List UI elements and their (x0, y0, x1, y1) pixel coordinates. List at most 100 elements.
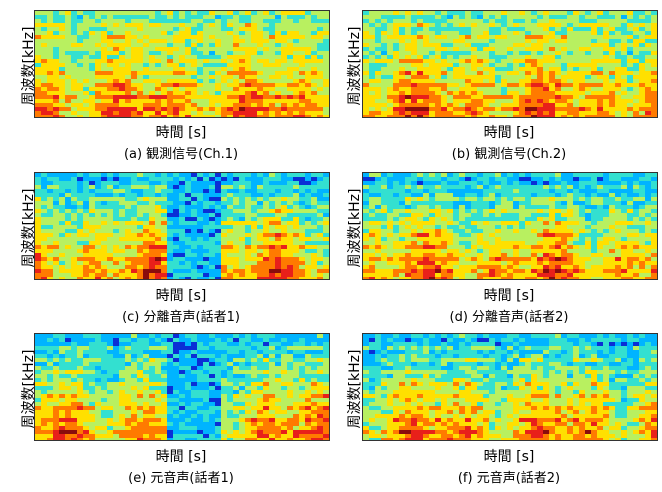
spectrogram-cell (239, 185, 245, 189)
spectrogram-cell (483, 43, 489, 47)
spectrogram-cell (549, 181, 555, 185)
spectrogram-cell (245, 245, 251, 249)
spectrogram-cell (167, 107, 173, 111)
spectrogram-cell (447, 91, 453, 95)
spectrogram-cell (639, 95, 645, 99)
spectrogram-cell (299, 11, 305, 15)
spectrogram-cell (287, 99, 293, 103)
spectrogram-cell (471, 241, 477, 245)
spectrogram-cell (645, 59, 651, 63)
spectrogram-cell (531, 209, 537, 213)
spectrogram-cell (621, 241, 627, 245)
spectrogram-cell (483, 79, 489, 83)
spectrogram-cell (167, 15, 173, 19)
spectrogram-cell (251, 111, 257, 115)
spectrogram-cell (287, 111, 293, 115)
spectrogram-cell (125, 35, 131, 39)
spectrogram-cell (185, 87, 191, 91)
spectrogram-cell (405, 55, 411, 59)
spectrogram-cell (263, 193, 269, 197)
spectrogram-cell (477, 23, 483, 27)
spectrogram-cell (531, 31, 537, 35)
spectrogram-cell (101, 63, 107, 67)
spectrogram-cell (71, 75, 77, 79)
spectrogram-cell (393, 107, 399, 111)
spectrogram-cell (155, 273, 161, 277)
spectrogram-cell (185, 277, 191, 279)
spectrogram-cell (245, 43, 251, 47)
spectrogram-cell (155, 83, 161, 87)
spectrogram-cell (363, 11, 369, 15)
spectrogram-cell (513, 205, 519, 209)
spectrogram-cell (221, 245, 227, 249)
spectrogram-cell (65, 71, 71, 75)
spectrogram-cell (287, 23, 293, 27)
spectrogram-cell (591, 31, 597, 35)
spectrogram-cell (323, 217, 329, 221)
spectrogram-cell (323, 115, 329, 117)
spectrogram-cell (209, 55, 215, 59)
spectrogram-cell (447, 237, 453, 241)
spectrogram-cell (417, 79, 423, 83)
spectrogram-cell (35, 15, 41, 19)
spectrogram-cell (287, 95, 293, 99)
spectrogram-cell (441, 19, 447, 23)
spectrogram-cell (441, 249, 447, 253)
spectrogram-cell (305, 185, 311, 189)
spectrogram-cell (465, 107, 471, 111)
spectrogram-cell (269, 63, 275, 67)
spectrogram-cell (423, 43, 429, 47)
spectrogram-cell (125, 59, 131, 63)
spectrogram-cell (609, 177, 615, 181)
spectrogram-cell (215, 115, 221, 117)
spectrogram-cell (429, 221, 435, 225)
spectrogram-cell (293, 39, 299, 43)
spectrogram-cell (471, 233, 477, 237)
spectrogram-cell (495, 241, 501, 245)
spectrogram-cell (435, 111, 441, 115)
spectrogram-cell (149, 23, 155, 27)
spectrogram-cell (453, 229, 459, 233)
spectrogram-cell (83, 177, 89, 181)
spectrogram-cell (149, 15, 155, 19)
spectrogram-cell (399, 205, 405, 209)
spectrogram-cell (483, 181, 489, 185)
spectrogram-cell (651, 241, 657, 245)
spectrogram-cell (41, 35, 47, 39)
spectrogram-cell (173, 15, 179, 19)
spectrogram-cell (203, 83, 209, 87)
spectrogram-cell (71, 241, 77, 245)
spectrogram-cell (173, 177, 179, 181)
spectrogram-cell (531, 11, 537, 15)
spectrogram-cell (621, 15, 627, 19)
spectrogram-cell (417, 11, 423, 15)
spectrogram-cell (387, 99, 393, 103)
spectrogram-cell (429, 83, 435, 87)
spectrogram-cell (167, 257, 173, 261)
spectrogram-cell (441, 209, 447, 213)
spectrogram-cell (131, 177, 137, 181)
spectrogram-cell (161, 67, 167, 71)
spectrogram-cell (35, 31, 41, 35)
spectrogram-cell (221, 257, 227, 261)
spectrogram-cell (525, 79, 531, 83)
spectrogram-cell (107, 269, 113, 273)
spectrogram-cell (167, 229, 173, 233)
spectrogram-cell (221, 59, 227, 63)
spectrogram-cell (615, 23, 621, 27)
spectrogram-cell (435, 103, 441, 107)
spectrogram-cell (387, 181, 393, 185)
spectrogram-cell (465, 237, 471, 241)
spectrogram-cell (627, 23, 633, 27)
spectrogram-cell (423, 31, 429, 35)
spectrogram-cell (423, 249, 429, 253)
spectrogram-cell (269, 245, 275, 249)
spectrogram-cell (263, 107, 269, 111)
spectrogram-cell (281, 67, 287, 71)
spectrogram-cell (119, 91, 125, 95)
spectrogram-cell (215, 15, 221, 19)
spectrogram-cell (83, 245, 89, 249)
spectrogram-cell (417, 249, 423, 253)
spectrogram-cell (251, 67, 257, 71)
spectrogram-cell (83, 173, 89, 177)
